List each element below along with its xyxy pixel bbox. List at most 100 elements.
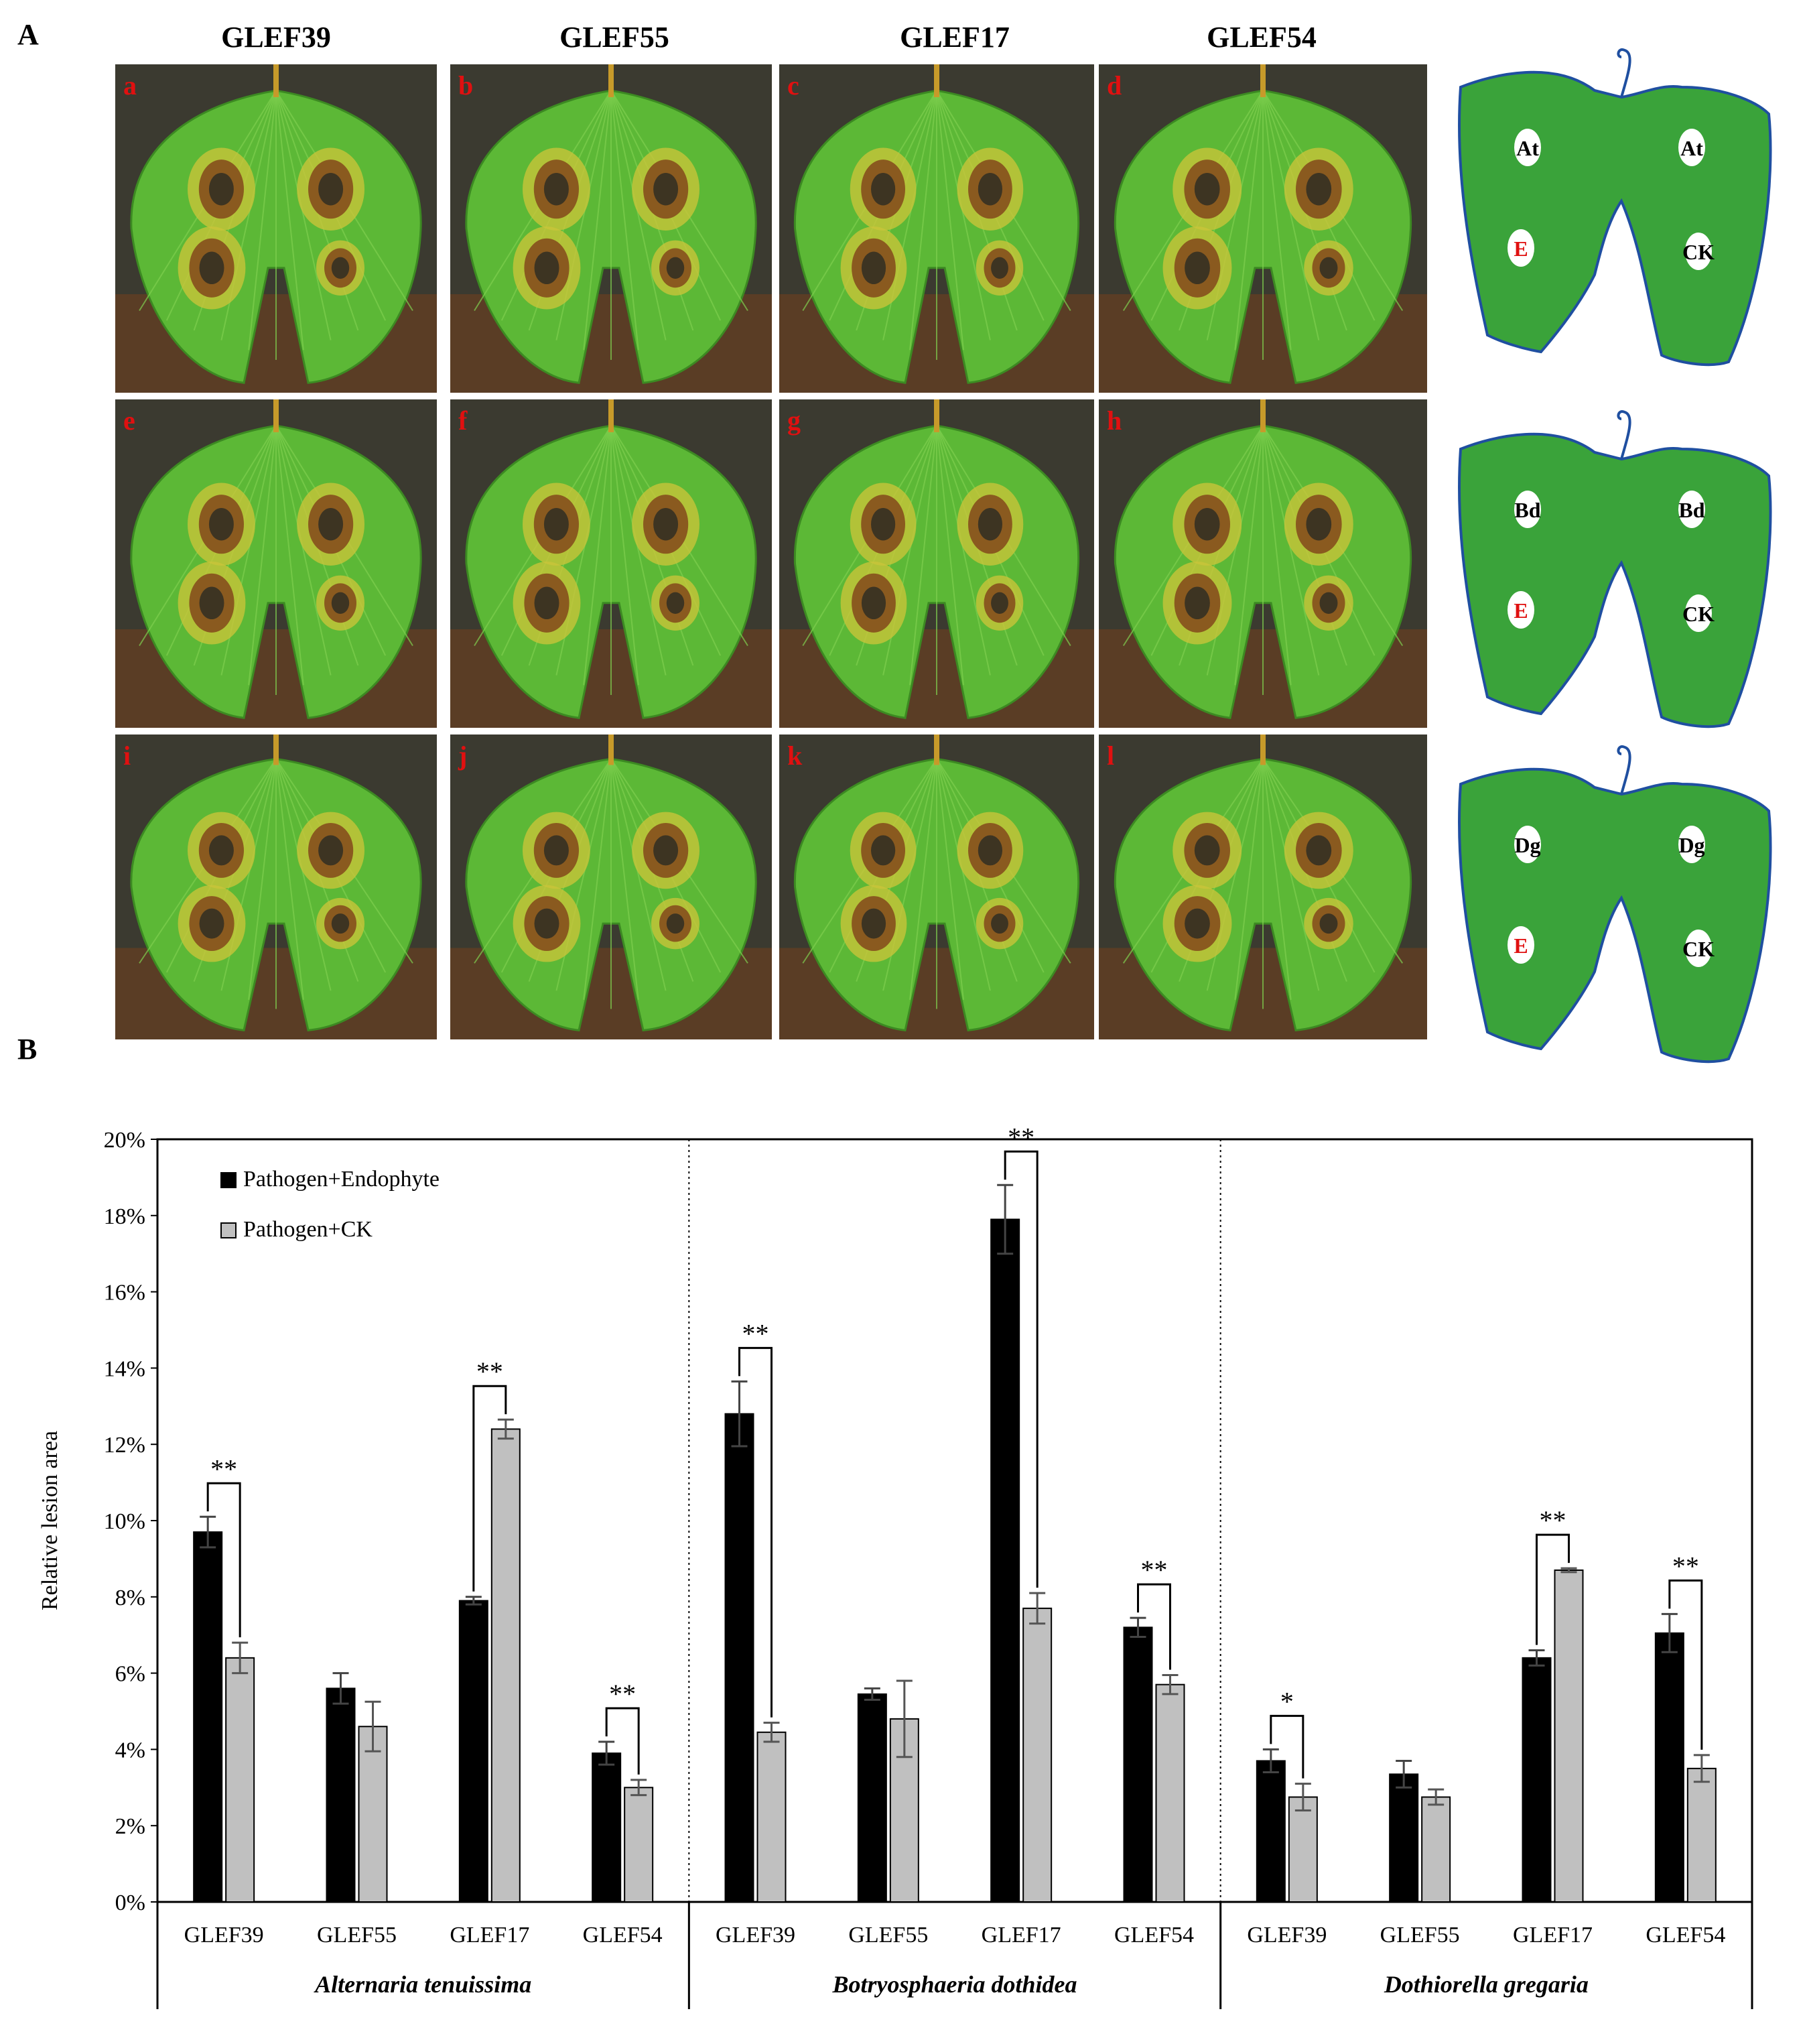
- photo-letter: a: [123, 70, 137, 101]
- leaf-photo: e: [115, 399, 437, 728]
- significance-label: **: [609, 1679, 636, 1709]
- leaf-photo: a: [115, 64, 437, 393]
- y-tick-label: 8%: [115, 1586, 145, 1610]
- significance-label: **: [1141, 1555, 1168, 1585]
- significance-label: **: [210, 1454, 237, 1484]
- bar-ck: [225, 1657, 255, 1903]
- leaf-photo-image: [115, 734, 437, 1039]
- x-tick-label: GLEF17: [1513, 1923, 1593, 1947]
- bar-ck: [624, 1787, 654, 1903]
- bar-endophyte: [1389, 1773, 1419, 1903]
- leaf-photo-image: [115, 399, 437, 728]
- diagram-spot-label: E: [1514, 237, 1528, 261]
- bar-ck: [1686, 1767, 1717, 1903]
- bar-endophyte: [857, 1693, 887, 1903]
- significance-label: **: [1672, 1551, 1699, 1581]
- column-header: GLEF39: [221, 21, 331, 54]
- y-tick-label: 6%: [115, 1662, 145, 1687]
- bar-ck: [358, 1726, 388, 1903]
- bar-endophyte: [592, 1752, 622, 1903]
- diagram-spot-label: Dg: [1678, 833, 1704, 857]
- y-tick-label: 12%: [104, 1433, 145, 1458]
- x-tick-label: GLEF39: [1247, 1923, 1327, 1947]
- diagram-spot-label: E: [1514, 598, 1528, 623]
- bar-endophyte: [1123, 1626, 1153, 1903]
- diagram-spot-label: E: [1514, 934, 1528, 958]
- diagram-spot-label: CK: [1682, 602, 1715, 626]
- photo-letter: d: [1107, 70, 1122, 101]
- significance-bracket: [738, 1346, 773, 1718]
- bar-ck: [1554, 1569, 1584, 1903]
- leaf-photo: h: [1099, 399, 1427, 728]
- photo-letter: b: [458, 70, 474, 101]
- significance-bracket: [206, 1482, 241, 1638]
- panel-a-label: A: [17, 18, 39, 51]
- significance-bracket: [1270, 1714, 1304, 1779]
- leaf-photo-image: [450, 734, 772, 1039]
- bar-ck: [1022, 1607, 1053, 1903]
- y-tick-label: 2%: [115, 1814, 145, 1839]
- pathogen-group-label: Dothiorella gregaria: [1384, 1971, 1589, 1998]
- photo-letter: g: [787, 405, 801, 436]
- leaf-photo-image: [450, 399, 772, 728]
- diagram-spot-label: Bd: [1678, 498, 1704, 522]
- leaf-photo-image: [1099, 64, 1427, 393]
- diagram-spot-label: Dg: [1514, 833, 1540, 857]
- column-header: GLEF17: [900, 21, 1010, 54]
- significance-label: **: [476, 1356, 503, 1387]
- leaf-photo: k: [779, 734, 1094, 1039]
- significance-label: **: [1008, 1122, 1034, 1152]
- significance-label: **: [742, 1318, 769, 1348]
- diagram-spot-label: Bd: [1514, 498, 1540, 522]
- bar-ck: [756, 1731, 787, 1903]
- x-tick-label: GLEF54: [583, 1923, 663, 1947]
- bar-endophyte: [724, 1413, 754, 1903]
- leaf-photo: j: [450, 734, 772, 1039]
- y-axis-title: Relative lesion area: [38, 1431, 62, 1610]
- leaf-photo-image: [115, 64, 437, 393]
- leaf-photo: f: [450, 399, 772, 728]
- bar-endophyte: [1654, 1632, 1684, 1903]
- leaf-photo: b: [450, 64, 772, 393]
- x-tick-label: GLEF55: [1380, 1923, 1460, 1947]
- significance-bracket: [1668, 1579, 1703, 1750]
- leaf-photo: l: [1099, 734, 1427, 1039]
- y-tick-label: 4%: [115, 1738, 145, 1763]
- diagram-spot-label: CK: [1682, 937, 1715, 961]
- pathogen-group-label: Alternaria tenuissima: [314, 1971, 531, 1998]
- photo-letter: h: [1107, 405, 1122, 436]
- x-tick-label: GLEF55: [317, 1923, 397, 1947]
- bar-ck: [1421, 1796, 1451, 1903]
- photo-letter: f: [458, 405, 468, 436]
- leaf-photo-image: [1099, 399, 1427, 728]
- legend-label: Pathogen+Endophyte: [243, 1167, 440, 1192]
- significance-bracket: [1004, 1150, 1039, 1588]
- inoculation-diagram: Dg Dg E CK: [1458, 745, 1772, 1064]
- significance-bracket: [1137, 1583, 1171, 1670]
- photo-letter: j: [458, 741, 468, 771]
- legend-swatch: [220, 1172, 237, 1188]
- panel-b-label: B: [17, 1033, 38, 1066]
- diagram-spot-label: At: [1516, 136, 1539, 160]
- x-tick-label: GLEF39: [184, 1923, 264, 1947]
- bar-endophyte: [1256, 1760, 1286, 1903]
- photo-letter: c: [787, 70, 799, 101]
- bar-ck: [490, 1428, 521, 1903]
- photo-letter: k: [787, 741, 803, 771]
- bar-endophyte: [990, 1218, 1020, 1903]
- x-tick-label: GLEF54: [1114, 1923, 1194, 1947]
- leaf-photo: c: [779, 64, 1094, 393]
- x-tick-label: GLEF39: [716, 1923, 795, 1947]
- significance-bracket: [472, 1385, 507, 1592]
- column-header: GLEF54: [1207, 21, 1317, 54]
- significance-bracket: [605, 1707, 640, 1775]
- significance-label: *: [1280, 1686, 1294, 1716]
- legend-label: Pathogen+CK: [243, 1217, 373, 1242]
- plot-area: [156, 1138, 1753, 1903]
- pathogen-group-label: Botryosphaeria dothidea: [831, 1971, 1077, 1998]
- leaf-photo-image: [779, 399, 1094, 728]
- column-header: GLEF55: [559, 21, 669, 54]
- legend-swatch: [220, 1222, 237, 1238]
- bar-ck: [1288, 1796, 1318, 1903]
- leaf-photo: d: [1099, 64, 1427, 393]
